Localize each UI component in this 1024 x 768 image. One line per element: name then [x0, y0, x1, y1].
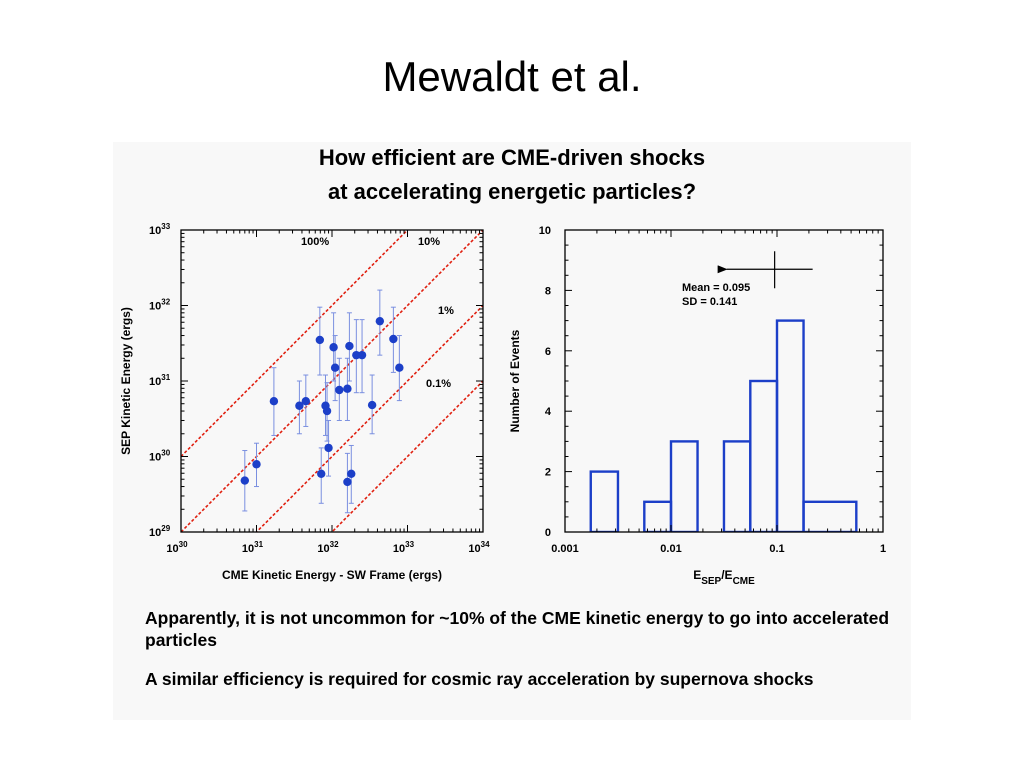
y-tick-label: 10	[539, 225, 551, 237]
data-point	[345, 341, 354, 351]
reference-line	[255, 304, 483, 532]
data-point	[317, 469, 326, 479]
figure-svg: 100% 10%1%0.1% 1030 1031 1032 1033 1034 10291…	[119, 222, 886, 587]
histogram-y-axis-label: Number of Events	[508, 329, 522, 432]
scatter-ticks	[180, 229, 484, 533]
data-point	[322, 406, 332, 416]
reference-line-label: 10%	[418, 236, 440, 248]
histogram-x-label-sub-cme: CME	[733, 576, 756, 587]
data-point	[395, 363, 404, 372]
histogram-bar	[749, 379, 779, 532]
panel-title-line-2: at accelerating energetic particles?	[327, 179, 697, 204]
histogram-bar	[722, 440, 752, 532]
histogram-annotation-sd: SD = 0.141	[682, 296, 737, 308]
y-tick-label: 6	[545, 346, 551, 358]
y-tick-label: 1030	[149, 449, 171, 464]
scatter-plot: 100% 10%1%0.1% 1030 1031 1032 1033 1034 10291…	[119, 222, 490, 582]
histogram-mean-marker	[717, 251, 813, 289]
bullet-text-2: A similar efficiency is required for cos…	[145, 669, 814, 689]
x-tick-label: 0.1	[769, 543, 784, 555]
bullet-text-1: Apparently, it is not uncommon for ~10% …	[145, 608, 890, 650]
histogram-bar	[589, 470, 620, 532]
figure-panel: How efficient are CME-driven shocks at a…	[113, 142, 911, 720]
histogram-bar	[775, 319, 805, 532]
data-point	[252, 460, 261, 469]
y-tick-label: 1033	[149, 222, 171, 237]
scatter-x-axis-label: CME Kinetic Energy - SW Frame (ergs)	[222, 568, 442, 582]
x-tick-label: 0.001	[551, 543, 579, 555]
data-point	[324, 443, 333, 453]
scatter-points	[240, 316, 404, 487]
reference-line	[181, 230, 409, 458]
data-point	[343, 477, 352, 487]
x-tick-label: 1030	[166, 540, 188, 555]
y-tick-label: 1029	[149, 524, 171, 539]
data-point	[295, 401, 304, 410]
reference-line	[181, 230, 483, 532]
data-point	[375, 316, 385, 326]
x-tick-label: 1033	[393, 540, 415, 555]
reference-line-label: 100%	[301, 236, 329, 248]
data-point	[269, 397, 279, 406]
x-tick-label: 1031	[242, 540, 264, 555]
scatter-y-tick-labels: 1029 1030 1031 1032 1033	[149, 222, 171, 539]
data-point	[329, 343, 338, 352]
reference-line-label: 0.1%	[426, 378, 451, 390]
histogram-bar	[643, 500, 673, 532]
data-point	[367, 400, 377, 410]
data-point	[301, 397, 311, 406]
reference-line	[330, 380, 483, 532]
scatter-x-tick-labels: 1030 1031 1032 1033 1034	[166, 540, 490, 555]
data-point	[335, 385, 344, 395]
x-tick-label: 1032	[317, 540, 339, 555]
scatter-y-axis-label: SEP Kinetic Energy (ergs)	[119, 307, 133, 455]
histogram-x-label-main: E	[693, 568, 701, 582]
reference-line-label: 1%	[438, 305, 454, 317]
y-tick-label: 1031	[149, 373, 171, 388]
data-point	[389, 334, 398, 344]
y-tick-label: 0	[545, 527, 551, 539]
scatter-reference-lines	[181, 230, 483, 532]
histogram-bars	[589, 319, 858, 532]
data-point	[240, 476, 250, 485]
x-tick-label: 1	[880, 543, 886, 555]
histogram-plot: 0.001 0.01 0.1 1 0 2 4 6 8 10 Mean = 0.095 SD = …	[508, 225, 886, 587]
data-point	[330, 363, 340, 372]
y-tick-label: 8	[545, 285, 551, 297]
panel-title-line-1: How efficient are CME-driven shocks	[318, 145, 706, 170]
scatter-reference-labels: 100% 10% 1% 0.1%	[301, 236, 454, 390]
histogram-x-axis-label: ESEP/ECME	[693, 568, 755, 587]
x-tick-label: 0.01	[660, 543, 681, 555]
histogram-x-label-slash: /E	[721, 568, 732, 582]
histogram-y-tick-labels: 0 2 4 6 8 10	[539, 225, 552, 539]
data-point	[343, 384, 352, 393]
histogram-x-tick-labels: 0.001 0.01 0.1 1	[551, 543, 886, 555]
histogram-bar	[669, 440, 699, 532]
slide-title: Mewaldt et al.	[382, 53, 642, 100]
histogram-annotation-mean: Mean = 0.095	[682, 282, 750, 294]
y-tick-label: 1032	[149, 298, 171, 313]
histogram-bar	[802, 500, 858, 532]
histogram-ticks	[564, 229, 884, 533]
data-point	[347, 469, 356, 479]
x-tick-label: 1034	[468, 540, 490, 555]
data-point	[357, 350, 367, 360]
histogram-x-label-sub-sep: SEP	[701, 576, 721, 587]
y-tick-label: 4	[545, 406, 552, 418]
data-point	[315, 335, 325, 345]
y-tick-label: 2	[545, 467, 551, 479]
